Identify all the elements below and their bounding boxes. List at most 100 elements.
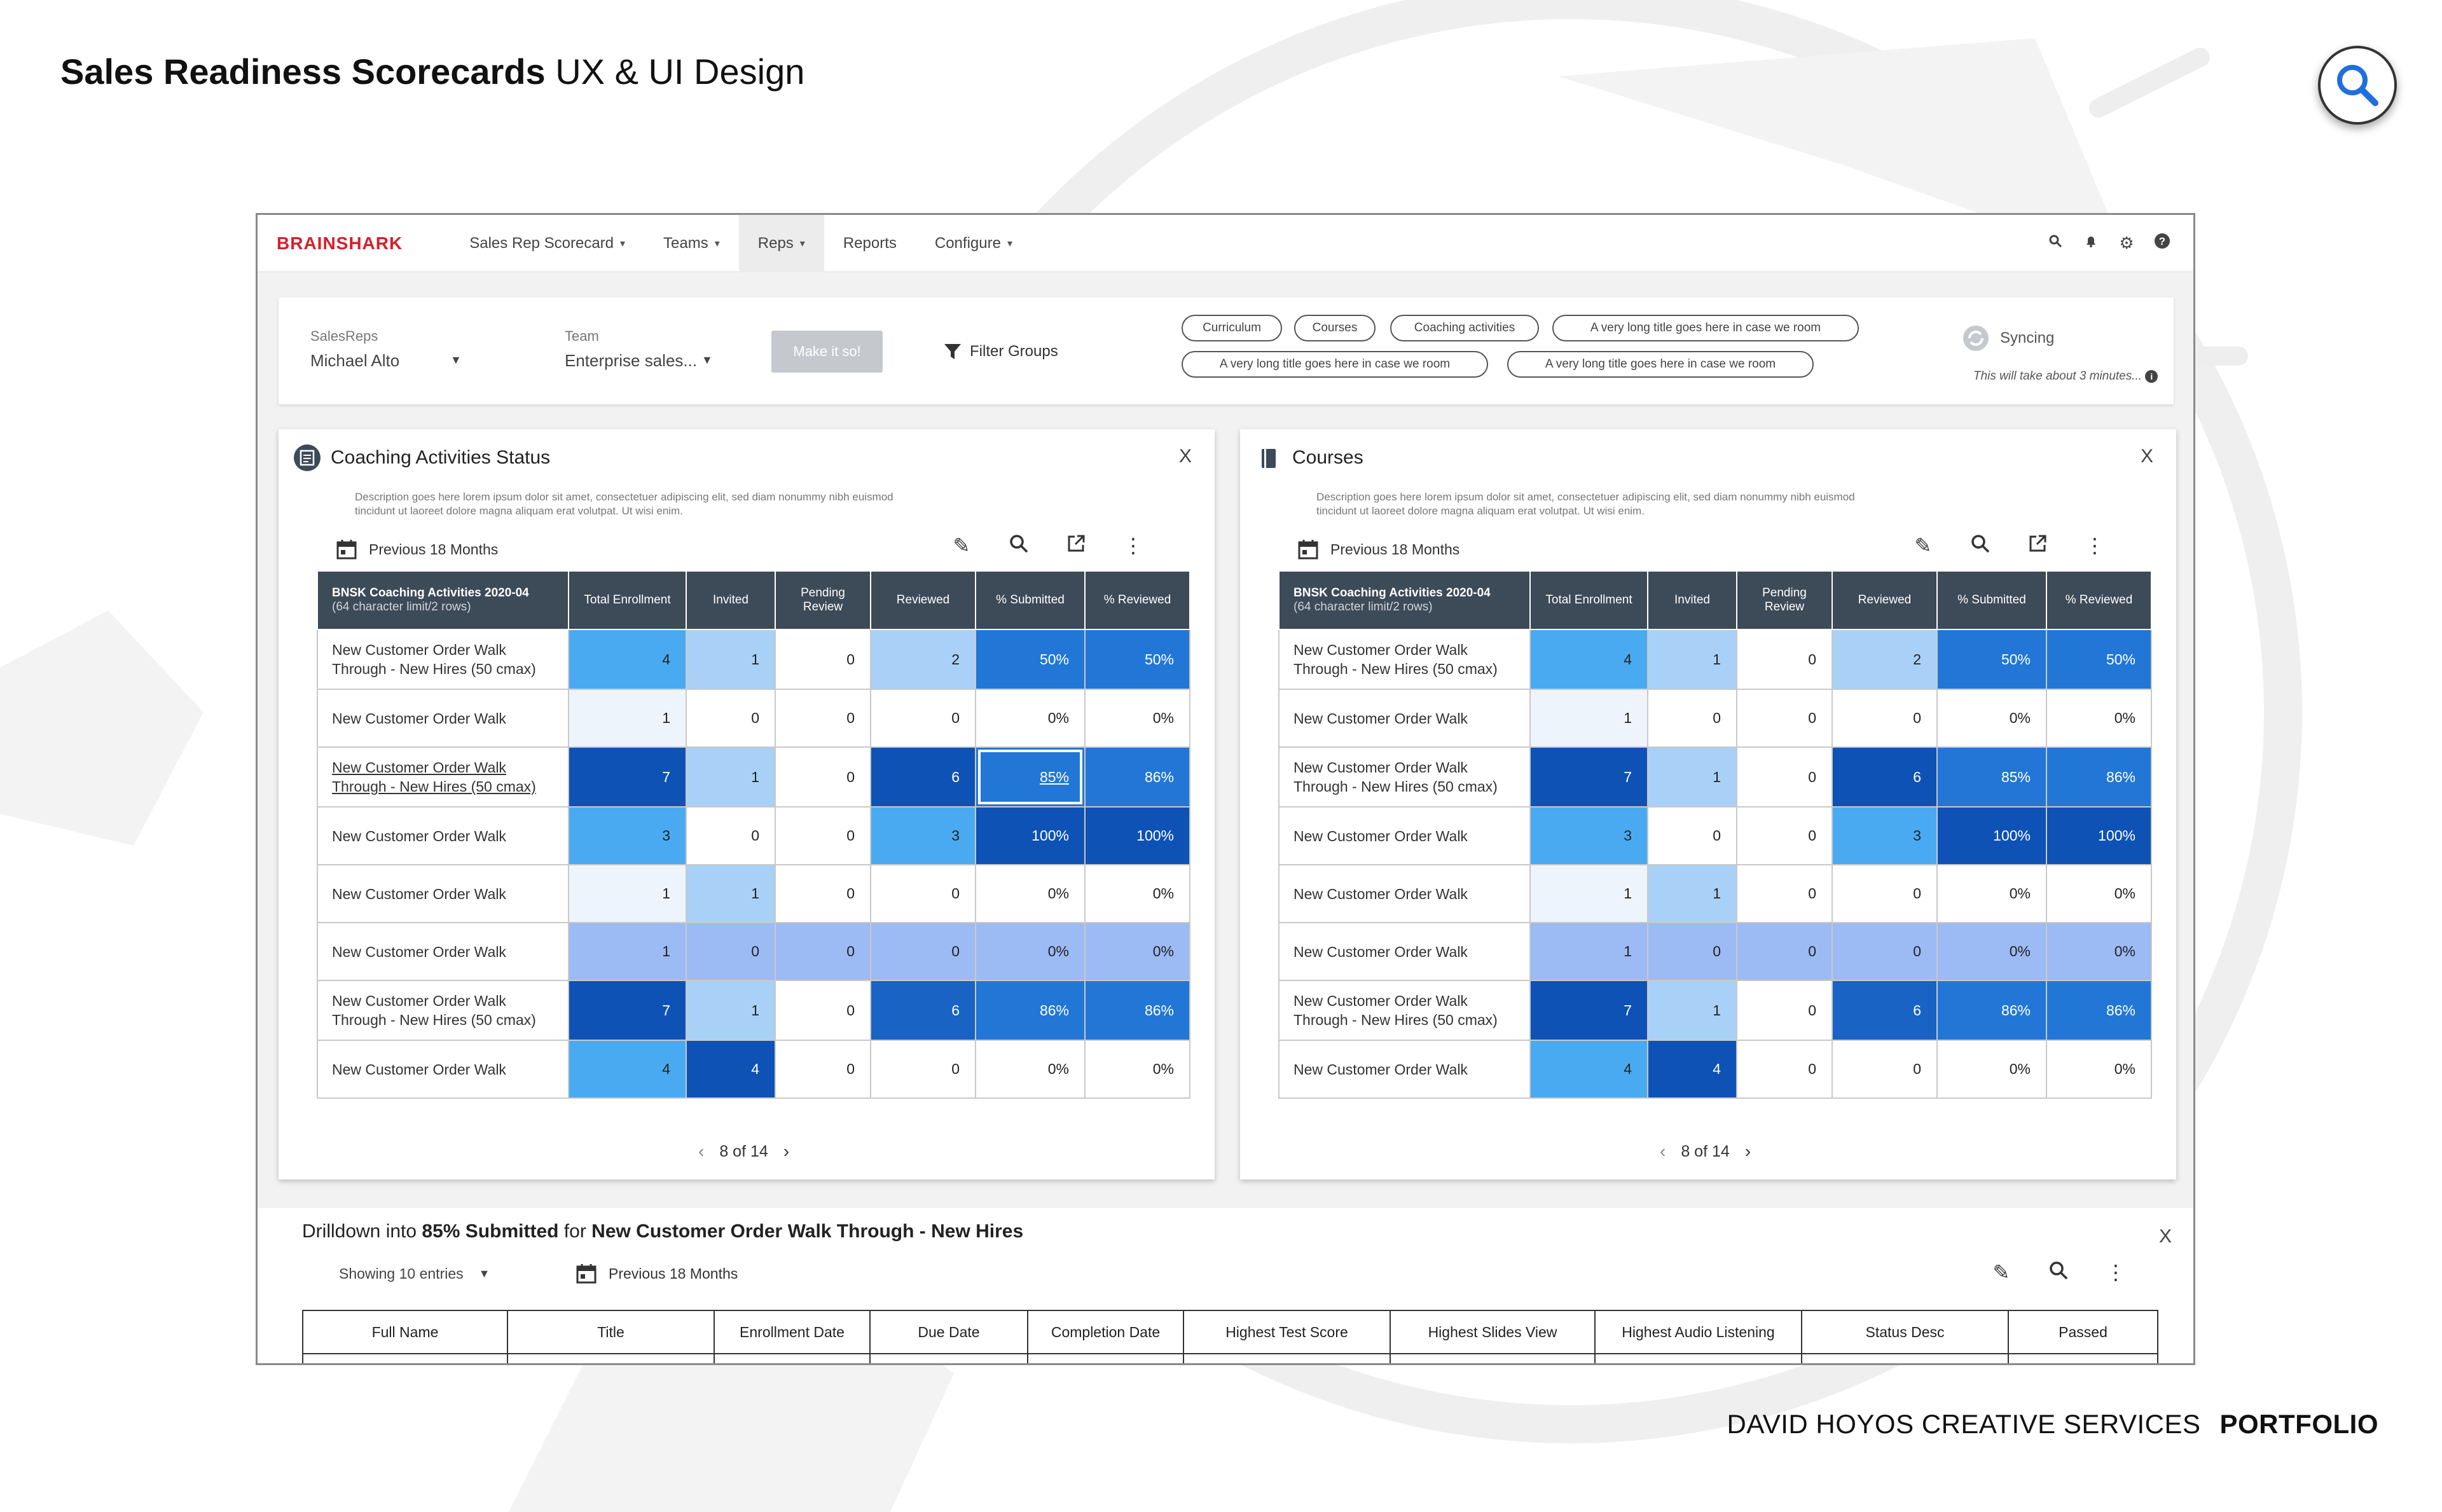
row-label[interactable]: New Customer Order Walk: [1278, 689, 1531, 748]
search-icon[interactable]: [1007, 533, 1030, 559]
search-icon[interactable]: [2318, 46, 2397, 125]
table-cell[interactable]: 86%: [2046, 746, 2152, 808]
table-cell[interactable]: 2: [1832, 629, 1938, 690]
chip-curriculum[interactable]: Curriculum: [1182, 315, 1282, 341]
table-cell[interactable]: 0: [775, 980, 871, 1041]
column-header[interactable]: Reviewed: [1832, 570, 1938, 630]
column-header[interactable]: % Submitted: [1936, 570, 2047, 630]
table-cell[interactable]: 1: [568, 922, 687, 981]
table-cell[interactable]: 0: [1832, 864, 1938, 923]
chevron-left-icon[interactable]: ‹: [698, 1141, 705, 1161]
table-cell[interactable]: 3: [1832, 806, 1938, 865]
table-cell[interactable]: 50%: [1084, 629, 1190, 690]
table-cell[interactable]: 100%: [1936, 806, 2047, 865]
column-header[interactable]: % Reviewed: [2046, 570, 2152, 630]
chip-long-title[interactable]: A very long title goes here in case we r…: [1552, 315, 1859, 341]
make-it-so-button[interactable]: Make it so!: [771, 331, 883, 373]
chip-coaching-activities[interactable]: Coaching activities: [1390, 315, 1539, 341]
column-header[interactable]: Highest Audio Listening: [1594, 1310, 1802, 1354]
table-cell[interactable]: 0%: [975, 864, 1086, 923]
table-cell[interactable]: 0: [1736, 689, 1833, 748]
table-cell[interactable]: 4: [1529, 1040, 1648, 1099]
table-cell[interactable]: 86%: [1084, 980, 1190, 1041]
column-header[interactable]: Enrollment Date: [714, 1310, 871, 1354]
row-label[interactable]: New Customer Order Walk: [317, 922, 569, 981]
table-cell[interactable]: 0: [686, 922, 776, 981]
search-icon[interactable]: [2047, 1260, 2070, 1286]
table-cell[interactable]: 0: [686, 806, 776, 865]
filter-groups-button[interactable]: Filter Groups: [943, 342, 1058, 361]
period-selector[interactable]: Previous 18 Months: [576, 1263, 738, 1284]
column-header[interactable]: Pending Review: [775, 570, 871, 630]
row-label[interactable]: New Customer Order Walk Through - New Hi…: [1278, 746, 1531, 808]
row-label[interactable]: New Customer Order Walk: [1278, 1040, 1531, 1099]
table-cell[interactable]: 0%: [2046, 922, 2152, 981]
column-header[interactable]: Highest Test Score: [1183, 1310, 1391, 1354]
more-vertical-icon[interactable]: ⋮: [2085, 534, 2105, 557]
table-cell[interactable]: 0: [775, 922, 871, 981]
column-header[interactable]: % Reviewed: [1084, 570, 1190, 630]
table-cell[interactable]: 0: [870, 1040, 976, 1099]
table-cell[interactable]: 6: [870, 980, 976, 1041]
column-header[interactable]: Pending Review: [1736, 570, 1833, 630]
row-label[interactable]: New Customer Order Walk: [1278, 922, 1531, 981]
bell-icon[interactable]: [2081, 233, 2101, 253]
chip-long-title[interactable]: A very long title goes here in case we r…: [1507, 351, 1814, 378]
table-cell[interactable]: 0: [1736, 806, 1833, 865]
table-cell[interactable]: 7: [568, 746, 687, 808]
table-cell[interactable]: 0: [1832, 922, 1938, 981]
table-cell[interactable]: 100%: [975, 806, 1086, 865]
table-cell[interactable]: 0%: [975, 1040, 1086, 1099]
table-cell[interactable]: 100%: [2046, 806, 2152, 865]
table-cell[interactable]: 0: [870, 864, 976, 923]
table-cell[interactable]: 0: [1736, 980, 1833, 1041]
nav-configure[interactable]: Configure ▾: [916, 215, 1031, 272]
table-cell[interactable]: 0%: [2046, 864, 2152, 923]
open-external-icon[interactable]: [1065, 533, 1087, 559]
table-cell[interactable]: 3: [870, 806, 976, 865]
table-cell[interactable]: 0: [775, 689, 871, 748]
period-selector[interactable]: Previous 18 Months: [1297, 539, 1459, 560]
table-cell[interactable]: 7: [568, 980, 687, 1041]
team-select[interactable]: Enterprise sales...: [565, 351, 698, 370]
column-header[interactable]: Full Name: [302, 1310, 508, 1354]
table-cell[interactable]: 50%: [2046, 629, 2152, 690]
table-cell[interactable]: 0%: [1084, 1040, 1190, 1099]
help-icon[interactable]: ?: [2153, 233, 2172, 254]
info-icon[interactable]: i: [2145, 370, 2158, 383]
more-vertical-icon[interactable]: ⋮: [2106, 1261, 2126, 1284]
column-header[interactable]: Reviewed: [870, 570, 976, 630]
edit-icon[interactable]: ✎: [953, 534, 970, 557]
column-header[interactable]: Passed: [2008, 1310, 2158, 1354]
nav-reps[interactable]: Reps ▾: [738, 215, 824, 272]
row-label[interactable]: New Customer Order Walk Through - New Hi…: [317, 629, 569, 690]
table-cell[interactable]: 1: [686, 746, 776, 808]
table-cell[interactable]: 0%: [2046, 1040, 2152, 1099]
table-cell[interactable]: 1: [1647, 864, 1737, 923]
table-cell[interactable]: 6: [1832, 980, 1938, 1041]
table-cell[interactable]: 0: [1832, 689, 1938, 748]
table-cell[interactable]: 1: [1529, 864, 1648, 923]
table-cell[interactable]: 0: [775, 864, 871, 923]
table-cell[interactable]: 100%: [1084, 806, 1190, 865]
table-cell[interactable]: 85%: [1936, 746, 2047, 808]
table-cell[interactable]: 0: [775, 806, 871, 865]
row-label[interactable]: New Customer Order Walk: [1278, 864, 1531, 923]
table-cell[interactable]: 86%: [1936, 980, 2047, 1041]
row-label[interactable]: New Customer Order Walk: [1278, 806, 1531, 865]
row-label[interactable]: New Customer Order Walk Through - New Hi…: [317, 980, 569, 1041]
column-header[interactable]: Highest Slides View: [1390, 1310, 1596, 1354]
column-header[interactable]: Due Date: [869, 1310, 1028, 1354]
table-cell[interactable]: 0: [775, 746, 871, 808]
row-label[interactable]: New Customer Order Walk: [317, 864, 569, 923]
column-header[interactable]: Invited: [1647, 570, 1737, 630]
table-cell[interactable]: 1: [1529, 922, 1648, 981]
edit-icon[interactable]: ✎: [1914, 534, 1932, 557]
table-cell[interactable]: 0%: [1084, 689, 1190, 748]
table-cell[interactable]: 0: [775, 629, 871, 690]
nav-reports[interactable]: Reports: [824, 215, 916, 272]
chevron-right-icon[interactable]: ›: [1744, 1141, 1751, 1161]
search-icon[interactable]: [1969, 533, 1992, 559]
table-cell[interactable]: 4: [568, 1040, 687, 1099]
edit-icon[interactable]: ✎: [1992, 1261, 2010, 1284]
